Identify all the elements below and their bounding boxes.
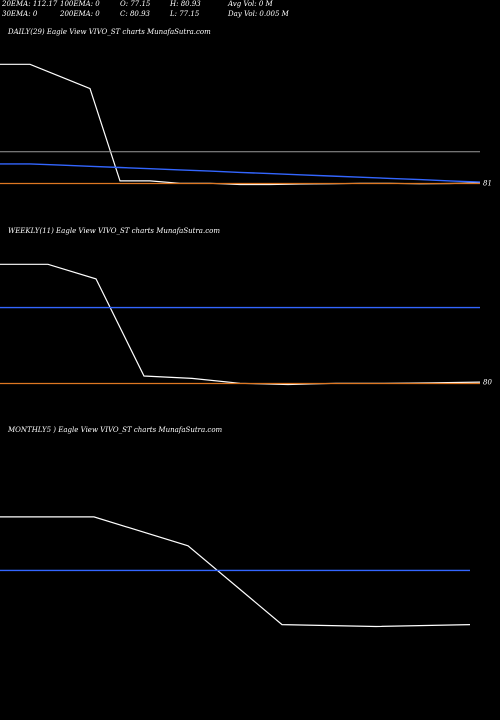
series-line-price — [0, 516, 471, 628]
chart-panel-0: 81 — [0, 63, 492, 187]
price-label: 81 — [483, 179, 492, 187]
header-30ema: 30EMA: 0 — [2, 10, 38, 18]
header-100ema: 100EMA: 0 — [60, 0, 100, 8]
chart-panel-2 — [0, 516, 471, 628]
series-line-price — [0, 263, 481, 386]
header-200ema: 200EMA: 0 — [60, 10, 100, 18]
header-avg-vol: Avg Vol: 0 M — [228, 0, 273, 8]
header-day-vol: Day Vol: 0.005 M — [228, 10, 289, 18]
series-line-price — [0, 63, 481, 186]
header-high: H: 80.93 — [170, 0, 201, 8]
monthly-panel-title: MONTHLY5 ) Eagle View VIVO_ST charts Mun… — [8, 426, 223, 434]
header-low: L: 77.15 — [170, 10, 200, 18]
weekly-panel-title: WEEKLY(11) Eagle View VIVO_ST charts Mun… — [8, 227, 220, 235]
series-line-ema_blue — [0, 163, 481, 183]
price-label: 80 — [483, 379, 492, 387]
daily-panel-title: DAILY(29) Eagle View VIVO_ST charts Muna… — [8, 28, 211, 36]
chart-panel-1: 80 — [0, 263, 492, 387]
header-open: O: 77.15 — [120, 0, 151, 8]
header-close: C: 80.93 — [120, 10, 150, 18]
header-20ema: 20EMA: 112.17 — [2, 0, 58, 8]
